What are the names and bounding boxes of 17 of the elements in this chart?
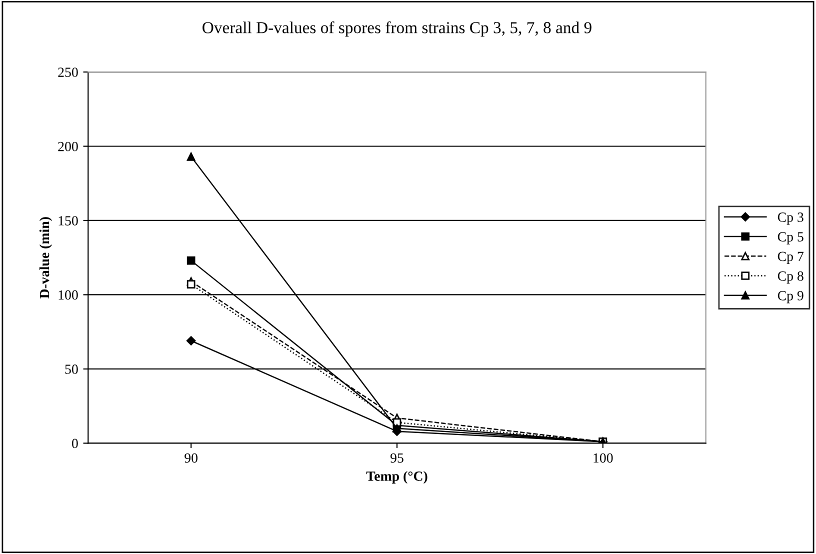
y-tick-label: 0: [72, 438, 78, 448]
x-tick-label: 95: [390, 453, 404, 463]
x-axis-title: Temp (°C): [366, 471, 428, 484]
x-tick-label: 100: [594, 453, 613, 463]
y-tick-label: 50: [65, 364, 78, 374]
legend-label: Cp 9: [778, 291, 804, 304]
legend-label: Cp 5: [778, 232, 804, 244]
legend-label: Cp 7: [778, 252, 804, 264]
chart-title: Overall D-values of spores from strains Cp 3, 5, 7, 8 and 9: [202, 21, 592, 37]
y-tick-label: 200: [58, 142, 78, 152]
y-tick-label: 150: [58, 216, 78, 226]
y-axis-title: D-value (min): [39, 217, 52, 298]
y-tick-label: 250: [58, 68, 78, 77]
legend-label: Cp 3: [778, 212, 804, 225]
legend-label: Cp 8: [778, 271, 804, 284]
y-tick-label: 100: [58, 290, 78, 300]
x-tick-label: 90: [184, 453, 198, 463]
